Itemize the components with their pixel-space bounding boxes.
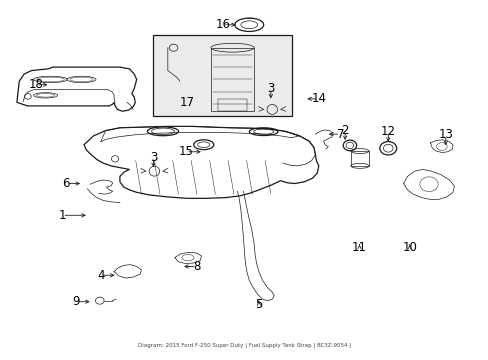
Text: 7: 7 xyxy=(336,128,344,141)
Text: 14: 14 xyxy=(311,93,325,105)
Text: 2: 2 xyxy=(341,124,348,137)
Bar xyxy=(350,151,368,166)
Text: 6: 6 xyxy=(62,177,70,190)
Text: 9: 9 xyxy=(72,295,80,308)
Text: 15: 15 xyxy=(178,145,193,158)
Text: 1: 1 xyxy=(59,209,66,222)
Text: 3: 3 xyxy=(149,150,157,163)
Text: 16: 16 xyxy=(215,18,230,31)
Text: 10: 10 xyxy=(402,241,416,254)
Text: 18: 18 xyxy=(28,78,43,91)
Text: 13: 13 xyxy=(437,129,452,141)
Bar xyxy=(210,48,254,111)
Text: 11: 11 xyxy=(351,241,366,254)
Text: 5: 5 xyxy=(255,298,262,311)
Text: Diagram: 2015 Ford F-250 Super Duty | Fuel Supply Tank Strap | BC3Z-9054-J: Diagram: 2015 Ford F-250 Super Duty | Fu… xyxy=(138,342,350,348)
Text: 17: 17 xyxy=(179,96,194,109)
Text: 12: 12 xyxy=(380,125,395,138)
Text: 3: 3 xyxy=(266,82,274,95)
Bar xyxy=(218,99,246,111)
Text: 4: 4 xyxy=(97,269,104,282)
Bar xyxy=(153,35,292,117)
Text: 8: 8 xyxy=(192,260,200,273)
